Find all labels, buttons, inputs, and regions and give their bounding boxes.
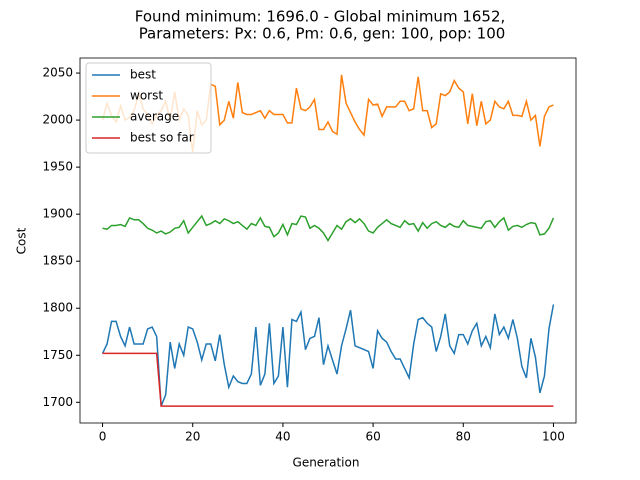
y-tick-label: 2000 [42,113,73,127]
x-tick-label: 0 [99,430,107,444]
x-tick-label: 40 [275,430,290,444]
y-axis-label: Cost [15,227,29,254]
y-tick-label: 1800 [42,301,73,315]
series-line [101,304,555,407]
y-tick-label: 1700 [42,395,73,409]
y-tick-label: 1850 [42,254,73,268]
legend-label: best [130,68,156,82]
series-line [102,352,554,407]
y-tick-label: 1750 [42,348,73,362]
legend-label: average [130,110,179,124]
x-axis-label: Generation [293,456,360,470]
x-tick-label: 80 [456,430,471,444]
plot-frame [79,57,577,424]
series-line [102,214,555,242]
legend-label: worst [130,89,163,103]
x-tick-label: 100 [542,430,565,444]
chart-title: Parameters: Px: 0.6, Pm: 0.6, gen: 100, … [139,25,506,43]
y-tick-label: 1950 [42,160,73,174]
legend-box [85,62,212,154]
x-tick-label: 60 [365,430,380,444]
y-tick-label: 2050 [42,66,73,80]
legend-label: best so far [130,131,194,145]
chart-title: Found minimum: 1696.0 - Global minimum 1… [135,8,506,26]
y-tick-label: 1900 [42,207,73,221]
x-tick-label: 20 [185,430,200,444]
